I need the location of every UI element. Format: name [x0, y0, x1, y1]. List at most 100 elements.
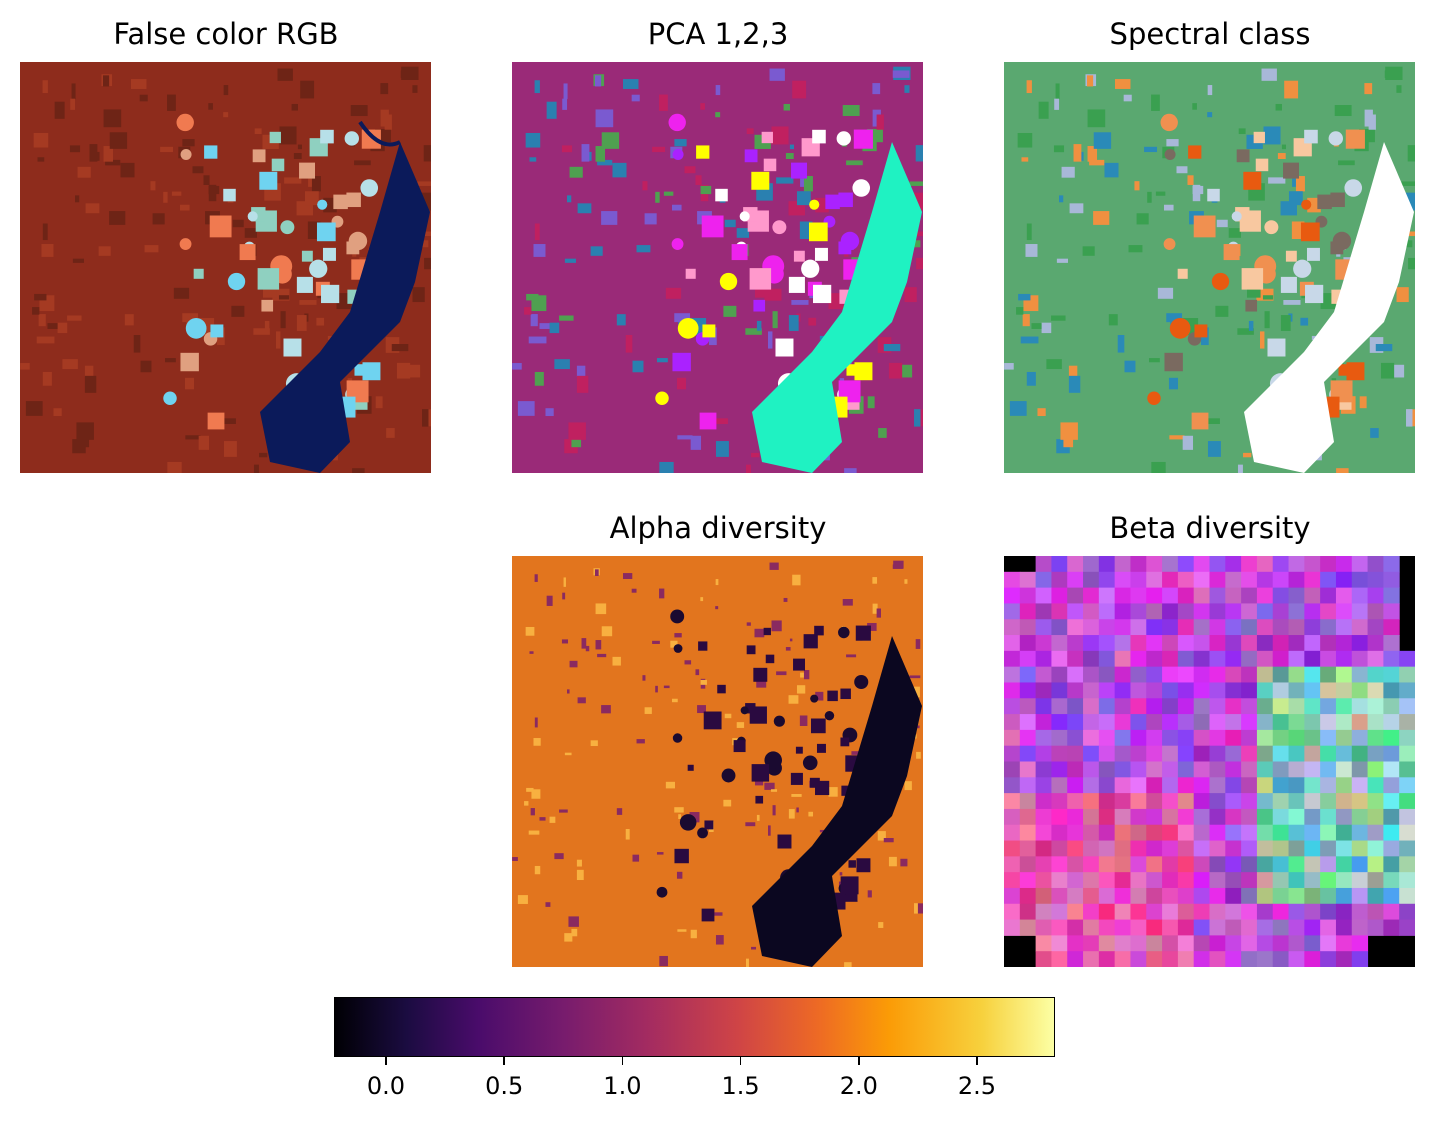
- texture-patch: [208, 185, 220, 195]
- beta-cell: [1083, 714, 1100, 731]
- texture-patch: [57, 322, 68, 334]
- beta-cell: [1098, 619, 1116, 636]
- beta-cell: [1272, 872, 1290, 889]
- texture-patch: [736, 722, 745, 728]
- beta-cell: [1067, 666, 1084, 683]
- texture-patch: [291, 103, 298, 111]
- beta-cell: [1162, 714, 1179, 731]
- beta-cell: [1304, 556, 1321, 573]
- texture-patch: [222, 418, 236, 425]
- beta-cell: [1019, 777, 1037, 794]
- beta-cell: [1130, 856, 1147, 873]
- beta-cell: [1335, 650, 1353, 668]
- field-mark: [825, 194, 840, 210]
- field-mark: [672, 733, 683, 743]
- texture-patch: [594, 75, 602, 87]
- texture-patch: [352, 468, 365, 473]
- beta-cell: [1399, 666, 1415, 683]
- texture-patch: [198, 435, 210, 450]
- beta-cell: [1288, 793, 1305, 810]
- beta-cell: [1146, 635, 1163, 652]
- beta-cell: [1051, 856, 1068, 873]
- beta-cell: [1335, 729, 1353, 747]
- field-mark: [1231, 211, 1242, 222]
- beta-cell: [1019, 619, 1037, 636]
- texture-patch: [888, 856, 897, 867]
- texture-patch: [561, 639, 569, 644]
- texture-patch: [756, 814, 760, 821]
- beta-cell: [1114, 571, 1131, 589]
- beta-cell: [1162, 571, 1179, 589]
- beta-cell: [1320, 824, 1337, 842]
- texture-patch: [789, 144, 795, 150]
- field-mark: [673, 644, 683, 653]
- beta-cell: [1351, 729, 1369, 747]
- texture-patch: [160, 146, 174, 153]
- beta-cell: [1019, 666, 1037, 683]
- beta-cell: [1335, 951, 1353, 967]
- beta-cell: [1225, 903, 1242, 921]
- colorbar-tick: [858, 1057, 860, 1065]
- beta-cell: [1272, 698, 1290, 715]
- beta-cell: [1098, 856, 1116, 873]
- beta-cell: [1241, 682, 1258, 699]
- beta-cell: [1067, 824, 1084, 842]
- beta-cell: [1256, 698, 1274, 715]
- beta-cell: [1162, 587, 1179, 604]
- texture-patch: [75, 195, 80, 203]
- texture-patch: [42, 371, 52, 386]
- beta-cell: [1367, 824, 1384, 842]
- texture-patch: [1134, 181, 1140, 191]
- texture-patch: [655, 685, 658, 693]
- texture-patch: [700, 597, 704, 602]
- beta-cell: [1004, 887, 1021, 905]
- beta-cell: [1272, 729, 1290, 747]
- beta-cell: [1225, 635, 1242, 652]
- beta-cell: [1051, 556, 1068, 573]
- lake-shape: [752, 142, 922, 473]
- field-mark: [674, 848, 689, 864]
- texture-patch: [167, 461, 182, 473]
- texture-patch: [900, 364, 913, 378]
- texture-patch: [1021, 157, 1029, 162]
- beta-cell: [1320, 903, 1337, 921]
- beta-cell: [1272, 650, 1290, 668]
- texture-patch: [616, 808, 623, 815]
- texture-patch: [1263, 126, 1281, 145]
- field-mark: [808, 222, 828, 242]
- texture-patch: [254, 128, 262, 135]
- beta-cell: [1335, 808, 1353, 826]
- beta-cell: [1256, 887, 1274, 905]
- texture-patch: [531, 789, 541, 799]
- field-mark: [751, 171, 770, 190]
- beta-cell: [1051, 887, 1068, 905]
- beta-cell: [1288, 777, 1305, 794]
- texture-patch: [772, 805, 776, 816]
- field-mark: [777, 834, 792, 849]
- texture-patch: [1268, 177, 1286, 184]
- beta-cell: [1367, 872, 1384, 889]
- beta-cell: [1146, 729, 1163, 747]
- texture-patch: [622, 573, 633, 580]
- texture-patch: [788, 809, 795, 819]
- beta-cell: [1209, 682, 1226, 699]
- texture-patch: [36, 336, 55, 344]
- beta-cell: [1130, 840, 1147, 857]
- beta-cell: [1367, 619, 1384, 636]
- beta-cell: [1225, 714, 1242, 731]
- texture-patch: [311, 176, 321, 192]
- beta-cell: [1083, 856, 1100, 873]
- beta-cell: [1004, 729, 1021, 747]
- beta-cell: [1193, 650, 1210, 668]
- texture-patch: [1089, 159, 1105, 166]
- texture-patch: [232, 219, 244, 228]
- beta-cell: [1335, 635, 1353, 652]
- field-mark: [1236, 149, 1250, 163]
- texture-patch: [601, 211, 618, 225]
- beta-cell: [1225, 729, 1242, 747]
- texture-patch: [293, 153, 302, 160]
- field-mark: [1188, 145, 1202, 159]
- beta-cell: [1035, 777, 1052, 794]
- texture-patch: [1148, 358, 1160, 363]
- texture-patch: [32, 307, 40, 315]
